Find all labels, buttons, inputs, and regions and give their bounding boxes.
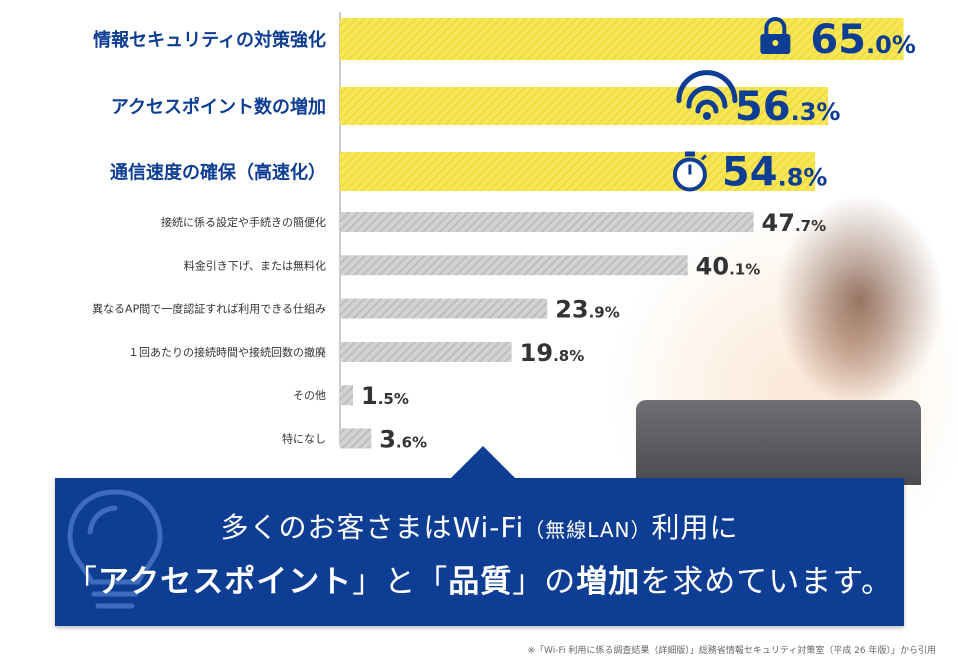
value-label-dec: .8% (553, 347, 584, 365)
bar (340, 341, 512, 362)
value-label-dec: .9% (589, 304, 620, 322)
value-label-int: 40 (696, 252, 729, 280)
bar-row-2: 通信速度の確保（高速化） 54.8% (110, 150, 827, 196)
callout-rest: を求めています。 (640, 564, 894, 600)
bar-row-7: その他 1.5% (293, 382, 409, 410)
wifi-icon-arc-0 (676, 70, 738, 104)
callout-highlight-quality: 品質 (448, 564, 513, 600)
value-label-int: 47 (762, 209, 795, 237)
callout-quote-close: 」の (512, 564, 577, 600)
value-label-int: 65 (810, 17, 866, 63)
value-label-int: 1 (361, 382, 378, 410)
bar (340, 428, 372, 449)
bar-row-0: 情報セキュリティの対策強化 65.0% (93, 17, 916, 63)
highlight-bar (340, 152, 816, 191)
value-label-dec: .6% (396, 434, 427, 452)
value-label-dec: .7% (795, 217, 826, 235)
bar-row-5: 異なるAP間で一度認証すれば利用できる仕組み 23.9% (92, 296, 620, 324)
lock-icon-keyhole (772, 40, 779, 46)
wifi-icon-arc-2 (695, 99, 719, 114)
lock-icon-shackle (764, 17, 787, 35)
callout-pointer (450, 446, 516, 479)
callout-line1-b: 利用に (651, 511, 739, 544)
value-label: 1.5% (361, 382, 409, 410)
bar-row-4: 料金引き下げ、または無料化 40.1% (184, 252, 760, 280)
value-label: 54.8% (722, 150, 828, 196)
bar (340, 212, 754, 232)
source-footnote: ※「Wi-Fi 利用に係る調査結果（詳細版）」総務省情報セキュリティ対策室（平成… (527, 646, 936, 656)
value-label-dec: .3% (791, 98, 841, 126)
bar-row-6: １回あたりの接続時間や接続回数の撤廃 19.8% (128, 339, 584, 367)
callout-line1-small: （無線LAN） (524, 518, 652, 542)
value-label: 19.8% (520, 339, 585, 367)
category-label: その他 (293, 389, 326, 402)
category-label: １回あたりの接続時間や接続回数の撤廃 (128, 345, 326, 359)
category-label: 通信速度の確保（高速化） (110, 162, 326, 184)
callout-line-2: 「アクセスポイント」と「品質」の増加を求めています。 (55, 556, 904, 601)
category-label: アクセスポイント数の増加 (111, 96, 326, 118)
bar-row-1: アクセスポイント数の増加 56.3% (111, 70, 841, 130)
category-label: 接続に係る設定や手続きの簡便化 (161, 215, 326, 229)
value-label: 65.0% (810, 17, 916, 63)
category-label: 情報セキュリティの対策強化 (93, 29, 326, 51)
value-label-int: 54 (722, 150, 778, 196)
value-label-int: 56 (735, 84, 791, 130)
bar (340, 385, 354, 406)
callout-quote-mid: 」と「 (352, 564, 449, 600)
category-label: 特になし (282, 432, 326, 446)
value-label-dec: .5% (378, 390, 409, 408)
highlight-bar (340, 87, 829, 125)
value-label: 40.1% (696, 252, 761, 280)
category-label: 異なるAP間で一度認証すれば利用できる仕組み (92, 302, 326, 316)
value-label: 47.7% (762, 209, 827, 237)
value-label-int: 3 (379, 426, 396, 454)
value-label-int: 23 (555, 296, 588, 324)
callout-highlight-increase: 増加 (576, 564, 641, 600)
bar-row-3: 接続に係る設定や手続きの簡便化 47.7% (161, 209, 826, 237)
callout-quote-open: 「 (65, 564, 98, 600)
wifi-icon-arc-1 (686, 85, 728, 109)
callout-line1-a: 多くのお客さまはWi-Fi (220, 511, 525, 544)
value-label: 56.3% (735, 84, 841, 130)
wifi-icon (702, 112, 711, 120)
value-label-dec: .0% (866, 31, 916, 59)
value-label-int: 19 (520, 339, 553, 367)
bar-row-8: 特になし 3.6% (282, 426, 427, 454)
laptop-image (636, 400, 921, 485)
bar (340, 255, 688, 276)
value-label-dec: .8% (778, 164, 828, 192)
callout-box (55, 478, 904, 626)
value-label: 3.6% (379, 426, 427, 454)
lightbulb-icon (67, 489, 163, 609)
stopwatch-icon-button (700, 154, 707, 161)
value-label-dec: .1% (729, 260, 760, 278)
callout-line-1: 多くのお客さまはWi-Fi（無線LAN）利用に (55, 506, 904, 546)
bar (340, 298, 548, 319)
highlight-bar (340, 18, 904, 60)
category-label: 料金引き下げ、または無料化 (184, 258, 326, 272)
value-label: 23.9% (555, 296, 620, 324)
stopwatch-icon-crown (684, 151, 695, 157)
callout-highlight-access-point: アクセスポイント (97, 564, 353, 600)
